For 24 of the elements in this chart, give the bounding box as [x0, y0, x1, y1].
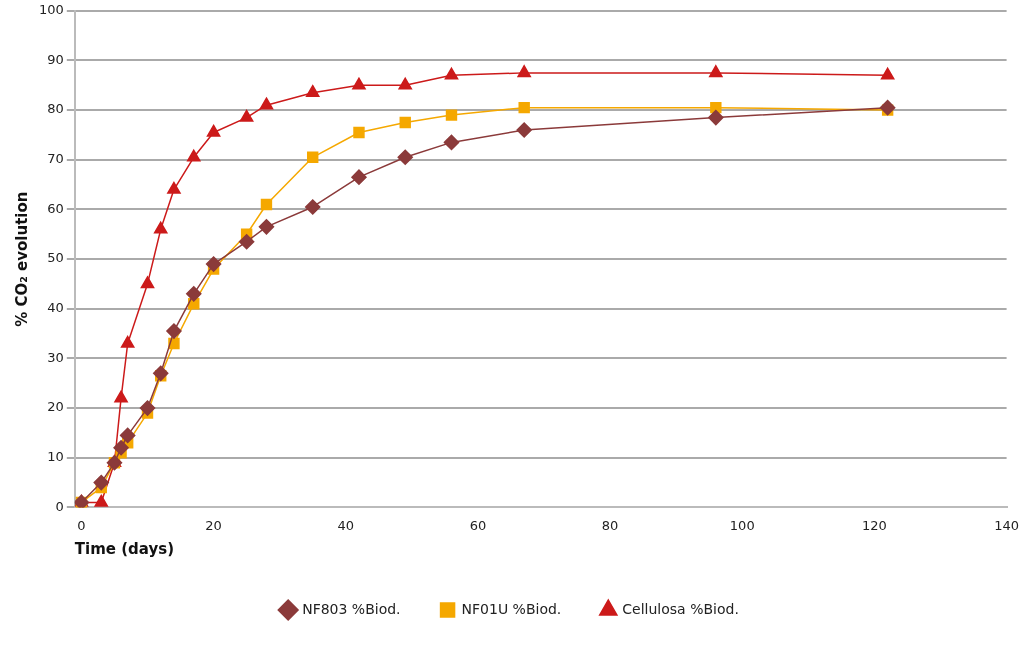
x-tick-label: 80	[601, 517, 619, 533]
y-tick-label: 80	[47, 101, 64, 117]
y-tick-label: 90	[47, 51, 64, 67]
y-tick-label: 0	[55, 498, 64, 514]
x-tick-label: 120	[862, 517, 887, 533]
y-tick-label: 40	[47, 300, 64, 316]
x-tick-label: 0	[77, 517, 86, 533]
y-tick-label: 20	[47, 399, 64, 415]
x-tick-label: 60	[469, 517, 487, 533]
y-tick-label: 60	[47, 200, 64, 216]
y-tick-label: 50	[47, 250, 64, 266]
y-tick-label: 100	[38, 2, 64, 18]
legend-label: Cellulosa %Biod.	[622, 600, 739, 617]
x-axis-title: Time (days)	[74, 539, 175, 558]
y-tick-label: 30	[47, 349, 64, 365]
x-tick-label: 100	[729, 517, 755, 533]
y-axis-title: % CO₂ evolution	[12, 191, 31, 327]
x-tick-label: 140	[994, 517, 1020, 533]
y-tick-label: 10	[47, 449, 64, 465]
x-tick-label: 20	[205, 517, 222, 533]
legend-label: NF01U %Biod.	[461, 600, 562, 617]
x-tick-label: 40	[337, 517, 355, 533]
y-tick-label: 70	[47, 151, 64, 167]
legend-label: NF803 %Biod.	[302, 600, 401, 617]
